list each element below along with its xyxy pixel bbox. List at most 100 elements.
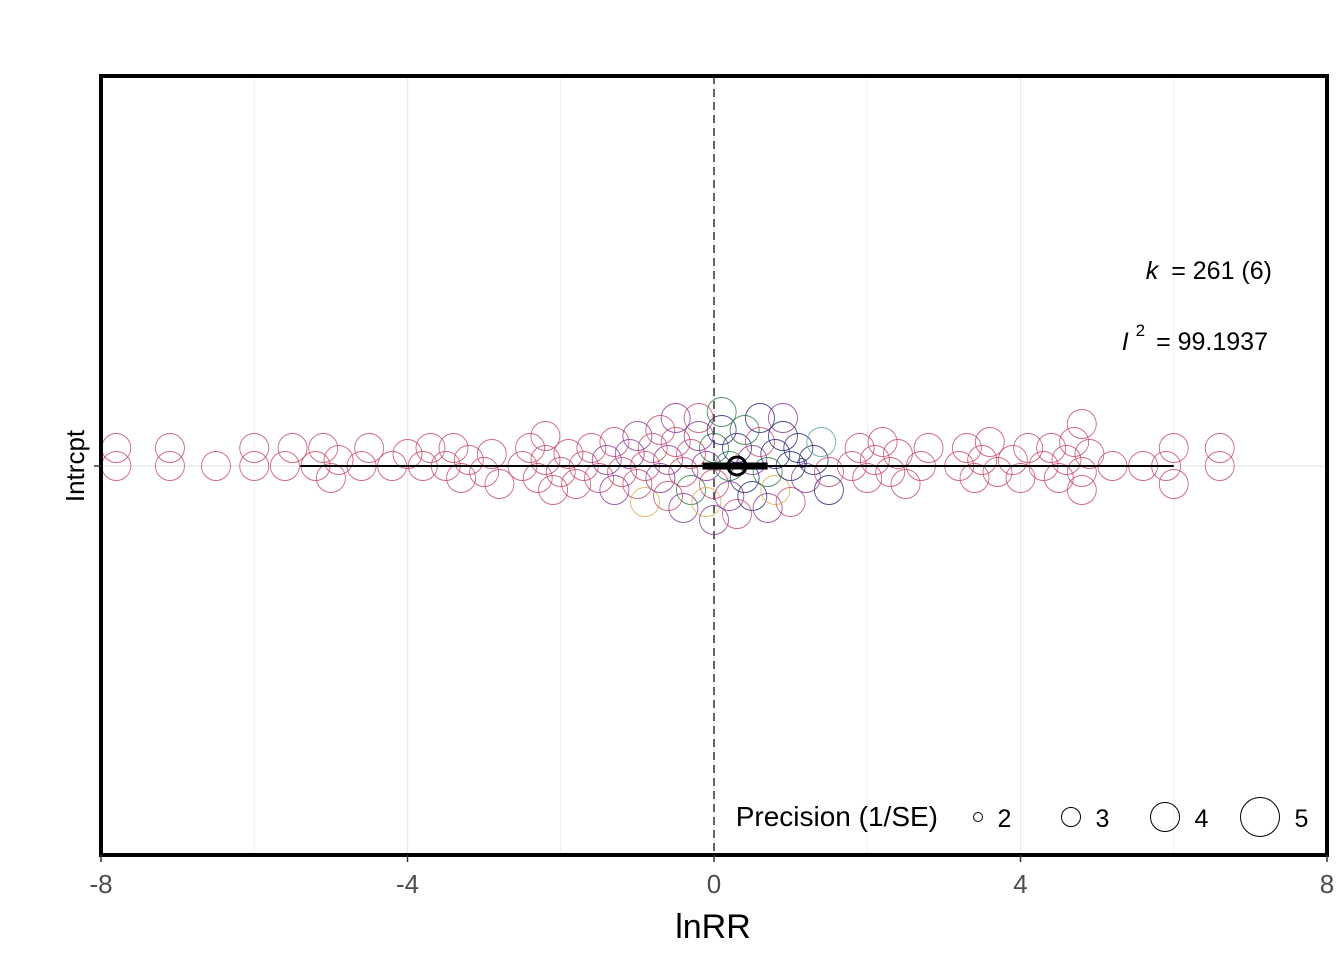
data-point	[530, 445, 561, 475]
data-point	[1204, 433, 1235, 463]
data-point	[315, 463, 346, 493]
data-point	[729, 415, 760, 445]
data-point	[752, 493, 783, 523]
data-point	[967, 445, 998, 475]
data-point	[676, 475, 706, 505]
legend-key-label: 3	[1096, 805, 1110, 833]
legend-key-label: 4	[1195, 805, 1209, 833]
data-point	[683, 421, 714, 451]
k-annotation: k = 261 (6)	[1146, 257, 1272, 285]
data-point	[768, 403, 798, 433]
data-point	[553, 439, 584, 469]
legend-key-circle	[973, 812, 983, 822]
data-point	[813, 475, 844, 505]
data-point	[354, 433, 385, 463]
data-point	[308, 433, 339, 463]
data-point	[653, 481, 683, 511]
legend-key-label: 5	[1295, 805, 1309, 833]
data-point	[1204, 451, 1235, 481]
data-point	[768, 421, 798, 451]
data-point	[622, 421, 653, 451]
legend-key-circle	[1240, 797, 1280, 837]
data-point	[484, 469, 515, 499]
data-point	[392, 439, 423, 469]
data-point	[538, 475, 569, 505]
data-point	[714, 481, 745, 511]
data-point	[1066, 409, 1097, 439]
i2-superscript: 2	[1136, 321, 1145, 340]
data-point	[722, 499, 752, 529]
data-point	[1059, 427, 1090, 457]
x-axis-title: lnRR	[675, 908, 751, 946]
data-point	[852, 463, 883, 493]
i2-annotation: I 2 = 99.1937	[1122, 321, 1268, 356]
data-point	[576, 433, 607, 463]
effect-size-points	[101, 397, 1235, 535]
data-point	[1066, 457, 1097, 487]
y-axis-tick-label: Intrcpt	[60, 429, 90, 502]
x-tick-label: 8	[1320, 869, 1334, 899]
x-tick-label: -8	[89, 869, 112, 899]
data-point	[599, 427, 630, 457]
data-point	[637, 433, 668, 463]
legend-key-circle	[1150, 802, 1180, 832]
data-point	[668, 493, 699, 523]
mean-estimate-point	[726, 455, 748, 477]
data-point	[913, 433, 944, 463]
x-tick-label: 0	[707, 869, 721, 899]
data-point	[745, 427, 775, 457]
data-point	[974, 427, 1005, 457]
data-point	[951, 433, 982, 463]
data-point	[844, 433, 875, 463]
data-point	[239, 451, 270, 481]
x-tick-label: -4	[396, 869, 419, 899]
data-point	[561, 469, 592, 499]
data-point	[239, 433, 270, 463]
data-point	[875, 457, 906, 487]
data-point	[545, 457, 576, 487]
data-point	[476, 439, 507, 469]
data-point	[660, 403, 691, 433]
data-point	[530, 421, 561, 451]
data-point	[745, 403, 775, 433]
k-value: = 261 (6)	[1171, 257, 1272, 285]
data-point	[607, 457, 637, 487]
data-point	[706, 415, 737, 445]
data-point	[737, 481, 768, 511]
data-point	[323, 445, 354, 475]
data-point	[775, 487, 806, 517]
k-symbol: k	[1146, 257, 1160, 285]
data-point	[890, 469, 921, 499]
data-point	[699, 505, 729, 535]
data-point	[269, 451, 300, 481]
data-point	[155, 451, 185, 481]
data-point	[859, 445, 890, 475]
x-axis-ticks: -8 -4 0 4 8	[89, 855, 1334, 899]
data-point	[737, 445, 768, 475]
data-point	[453, 445, 484, 475]
data-point	[676, 439, 706, 469]
data-point	[1036, 433, 1067, 463]
data-point	[645, 415, 676, 445]
data-point	[798, 445, 829, 475]
data-point	[277, 433, 308, 463]
data-point	[668, 457, 699, 487]
data-point	[959, 463, 990, 493]
data-point	[797, 458, 808, 468]
data-point	[584, 463, 615, 493]
data-point	[155, 433, 185, 463]
data-point	[1158, 433, 1189, 463]
data-point	[813, 457, 844, 487]
data-point	[752, 457, 783, 487]
precision-legend: Precision (1/SE) 2 3 4 5	[736, 797, 1309, 837]
data-point	[522, 463, 553, 493]
legend-items: 2 3 4 5	[973, 797, 1309, 837]
data-point	[783, 433, 814, 463]
data-point	[614, 439, 645, 469]
data-point	[760, 439, 791, 469]
legend-key-circle	[1061, 807, 1081, 827]
data-point	[982, 457, 1013, 487]
data-point	[630, 487, 660, 517]
x-tick-label: 4	[1013, 869, 1027, 899]
